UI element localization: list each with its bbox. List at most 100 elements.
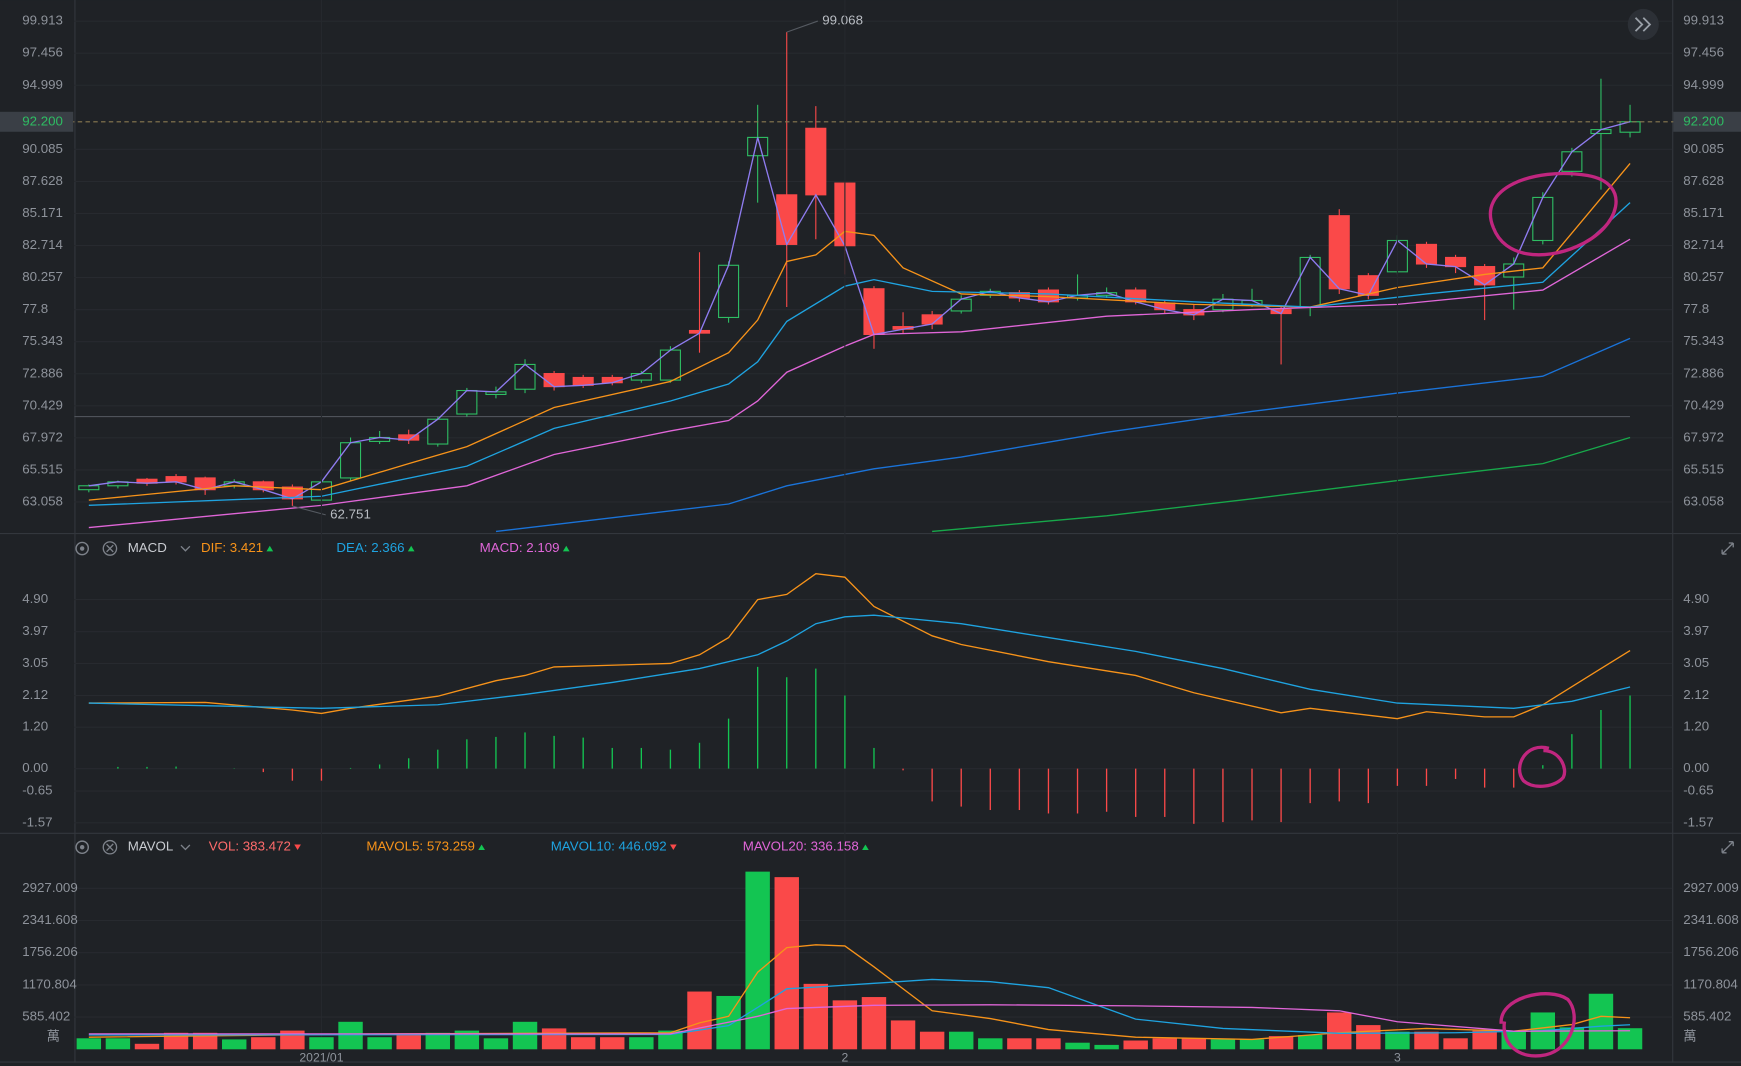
volume-bar — [1036, 1038, 1061, 1050]
dropdown-chevron — [180, 844, 191, 851]
y-tick-label-right: 2.12 — [1683, 687, 1709, 702]
volume-bar — [832, 1000, 858, 1050]
close-icon[interactable] — [102, 541, 118, 556]
gear-hub — [79, 845, 85, 850]
volume-bar — [774, 877, 799, 1050]
y-tick-label: 77.8 — [22, 301, 48, 316]
volume-bar — [251, 1037, 276, 1050]
y-tick-label-right: 4.90 — [1683, 591, 1709, 606]
candle-body — [456, 389, 478, 415]
volume-bar — [600, 1037, 625, 1050]
indicator-line — [88, 238, 1631, 529]
fullscreen-icon[interactable] — [1721, 841, 1734, 854]
y-tick-label-right: 3.97 — [1683, 623, 1709, 638]
legend-entry: DEA: 2.366 — [336, 540, 404, 555]
expand-button[interactable] — [1627, 8, 1659, 41]
candle-body — [514, 363, 536, 390]
volume-bar — [192, 1032, 218, 1050]
fullscreen-arrows — [1721, 542, 1734, 555]
candle-body — [630, 373, 652, 381]
y-tick-label-right: 87.628 — [1683, 173, 1724, 188]
x-tick-label: 3 — [1394, 1050, 1401, 1064]
volume-bar — [1065, 1042, 1090, 1050]
candle-body — [1154, 302, 1176, 311]
x-tick-label: 2021/01 — [299, 1050, 343, 1064]
y-tick-label-right: -0.65 — [1683, 783, 1713, 798]
gear-hub — [79, 546, 85, 551]
candle-body — [252, 481, 274, 491]
indicator-line — [88, 163, 1631, 501]
y-tick-label-right: 585.402 — [1683, 1009, 1731, 1024]
trend-arrow — [862, 844, 869, 850]
trend-arrow — [407, 545, 415, 552]
y-tick-label: 3.97 — [22, 623, 48, 638]
close-icon[interactable] — [102, 839, 118, 855]
y-tick-label-right: 0.00 — [1683, 760, 1709, 775]
legend-entry: MACD: 2.109 — [480, 540, 560, 555]
settings-icon[interactable] — [75, 541, 89, 556]
y-tick-label-right: 82.714 — [1683, 237, 1724, 252]
close-x — [106, 544, 114, 553]
y-tick-label-right: 63.058 — [1683, 493, 1724, 508]
trend-arrow — [294, 844, 301, 850]
y-tick-label: -0.65 — [22, 783, 52, 798]
y-tick-label: 94.999 — [22, 77, 63, 92]
volume-bar — [367, 1037, 392, 1050]
y-tick-label: 1756.206 — [22, 944, 78, 959]
y-tick-label-right: -1.57 — [1683, 814, 1713, 829]
volume-bar — [338, 1021, 363, 1050]
y-tick-label-right: 90.085 — [1683, 141, 1724, 156]
volume-bar — [1356, 1025, 1381, 1050]
y-tick-label: 65.515 — [22, 461, 63, 476]
trend-arrow — [670, 844, 677, 850]
y-tick-label-right: 80.257 — [1683, 269, 1724, 284]
volume-bar — [919, 1031, 945, 1050]
volume-bar — [1617, 1028, 1643, 1050]
last-price-box-right — [1673, 111, 1741, 132]
hand-drawn-annotations — [1488, 171, 1618, 1058]
volume-bar — [1239, 1039, 1265, 1050]
volume-bar — [803, 983, 829, 1050]
y-tick-label-right: 67.972 — [1683, 429, 1724, 444]
settings-icon[interactable] — [75, 840, 89, 855]
y-tick-label-right: 85.171 — [1683, 205, 1724, 220]
indicator-name[interactable]: MAVOL — [128, 839, 174, 854]
y-tick-label: 85.171 — [22, 205, 63, 220]
y-tick-label-right: 2927.009 — [1683, 880, 1739, 895]
legend-entry: MAVOL10: 446.092 — [551, 839, 667, 854]
indicator-line — [932, 436, 1631, 533]
legend-entry: DIF: 3.421 — [201, 540, 263, 555]
volume-bar — [1152, 1038, 1177, 1050]
volume-bar — [570, 1037, 596, 1050]
trend-arrow — [562, 545, 570, 552]
y-tick-label-right: 70.429 — [1683, 397, 1724, 412]
trend-arrow — [478, 844, 485, 850]
volume-bar — [1414, 1031, 1439, 1050]
y-tick-label-right: 3.05 — [1683, 655, 1709, 670]
indicator-line — [88, 573, 1631, 720]
y-tick-label: 0.00 — [22, 760, 48, 775]
indicator-line — [88, 1004, 1631, 1035]
y-tick-label: 99.913 — [22, 13, 63, 28]
indicator-name[interactable]: MACD — [128, 540, 167, 555]
legend-entry: VOL: 383.472 — [209, 839, 291, 854]
candle-body — [165, 476, 187, 483]
candle-body — [543, 373, 565, 388]
unit-label: 萬 — [47, 1029, 60, 1044]
candle-body — [921, 314, 943, 325]
volume-bar — [105, 1038, 131, 1050]
y-tick-label: 97.456 — [22, 45, 63, 60]
last-price-label-right: 92.200 — [1683, 113, 1724, 128]
unit-label-right: 萬 — [1683, 1029, 1696, 1044]
candle-body — [659, 349, 681, 381]
candle-body — [1561, 151, 1583, 172]
volume-bar — [658, 1030, 683, 1050]
volume-bar — [1588, 993, 1614, 1050]
volume-bar — [1181, 1038, 1207, 1050]
y-tick-label-right: 72.886 — [1683, 365, 1724, 380]
legend-entry: MAVOL20: 336.158 — [743, 839, 859, 854]
candle-body — [1328, 215, 1350, 290]
fullscreen-icon[interactable] — [1721, 542, 1734, 555]
